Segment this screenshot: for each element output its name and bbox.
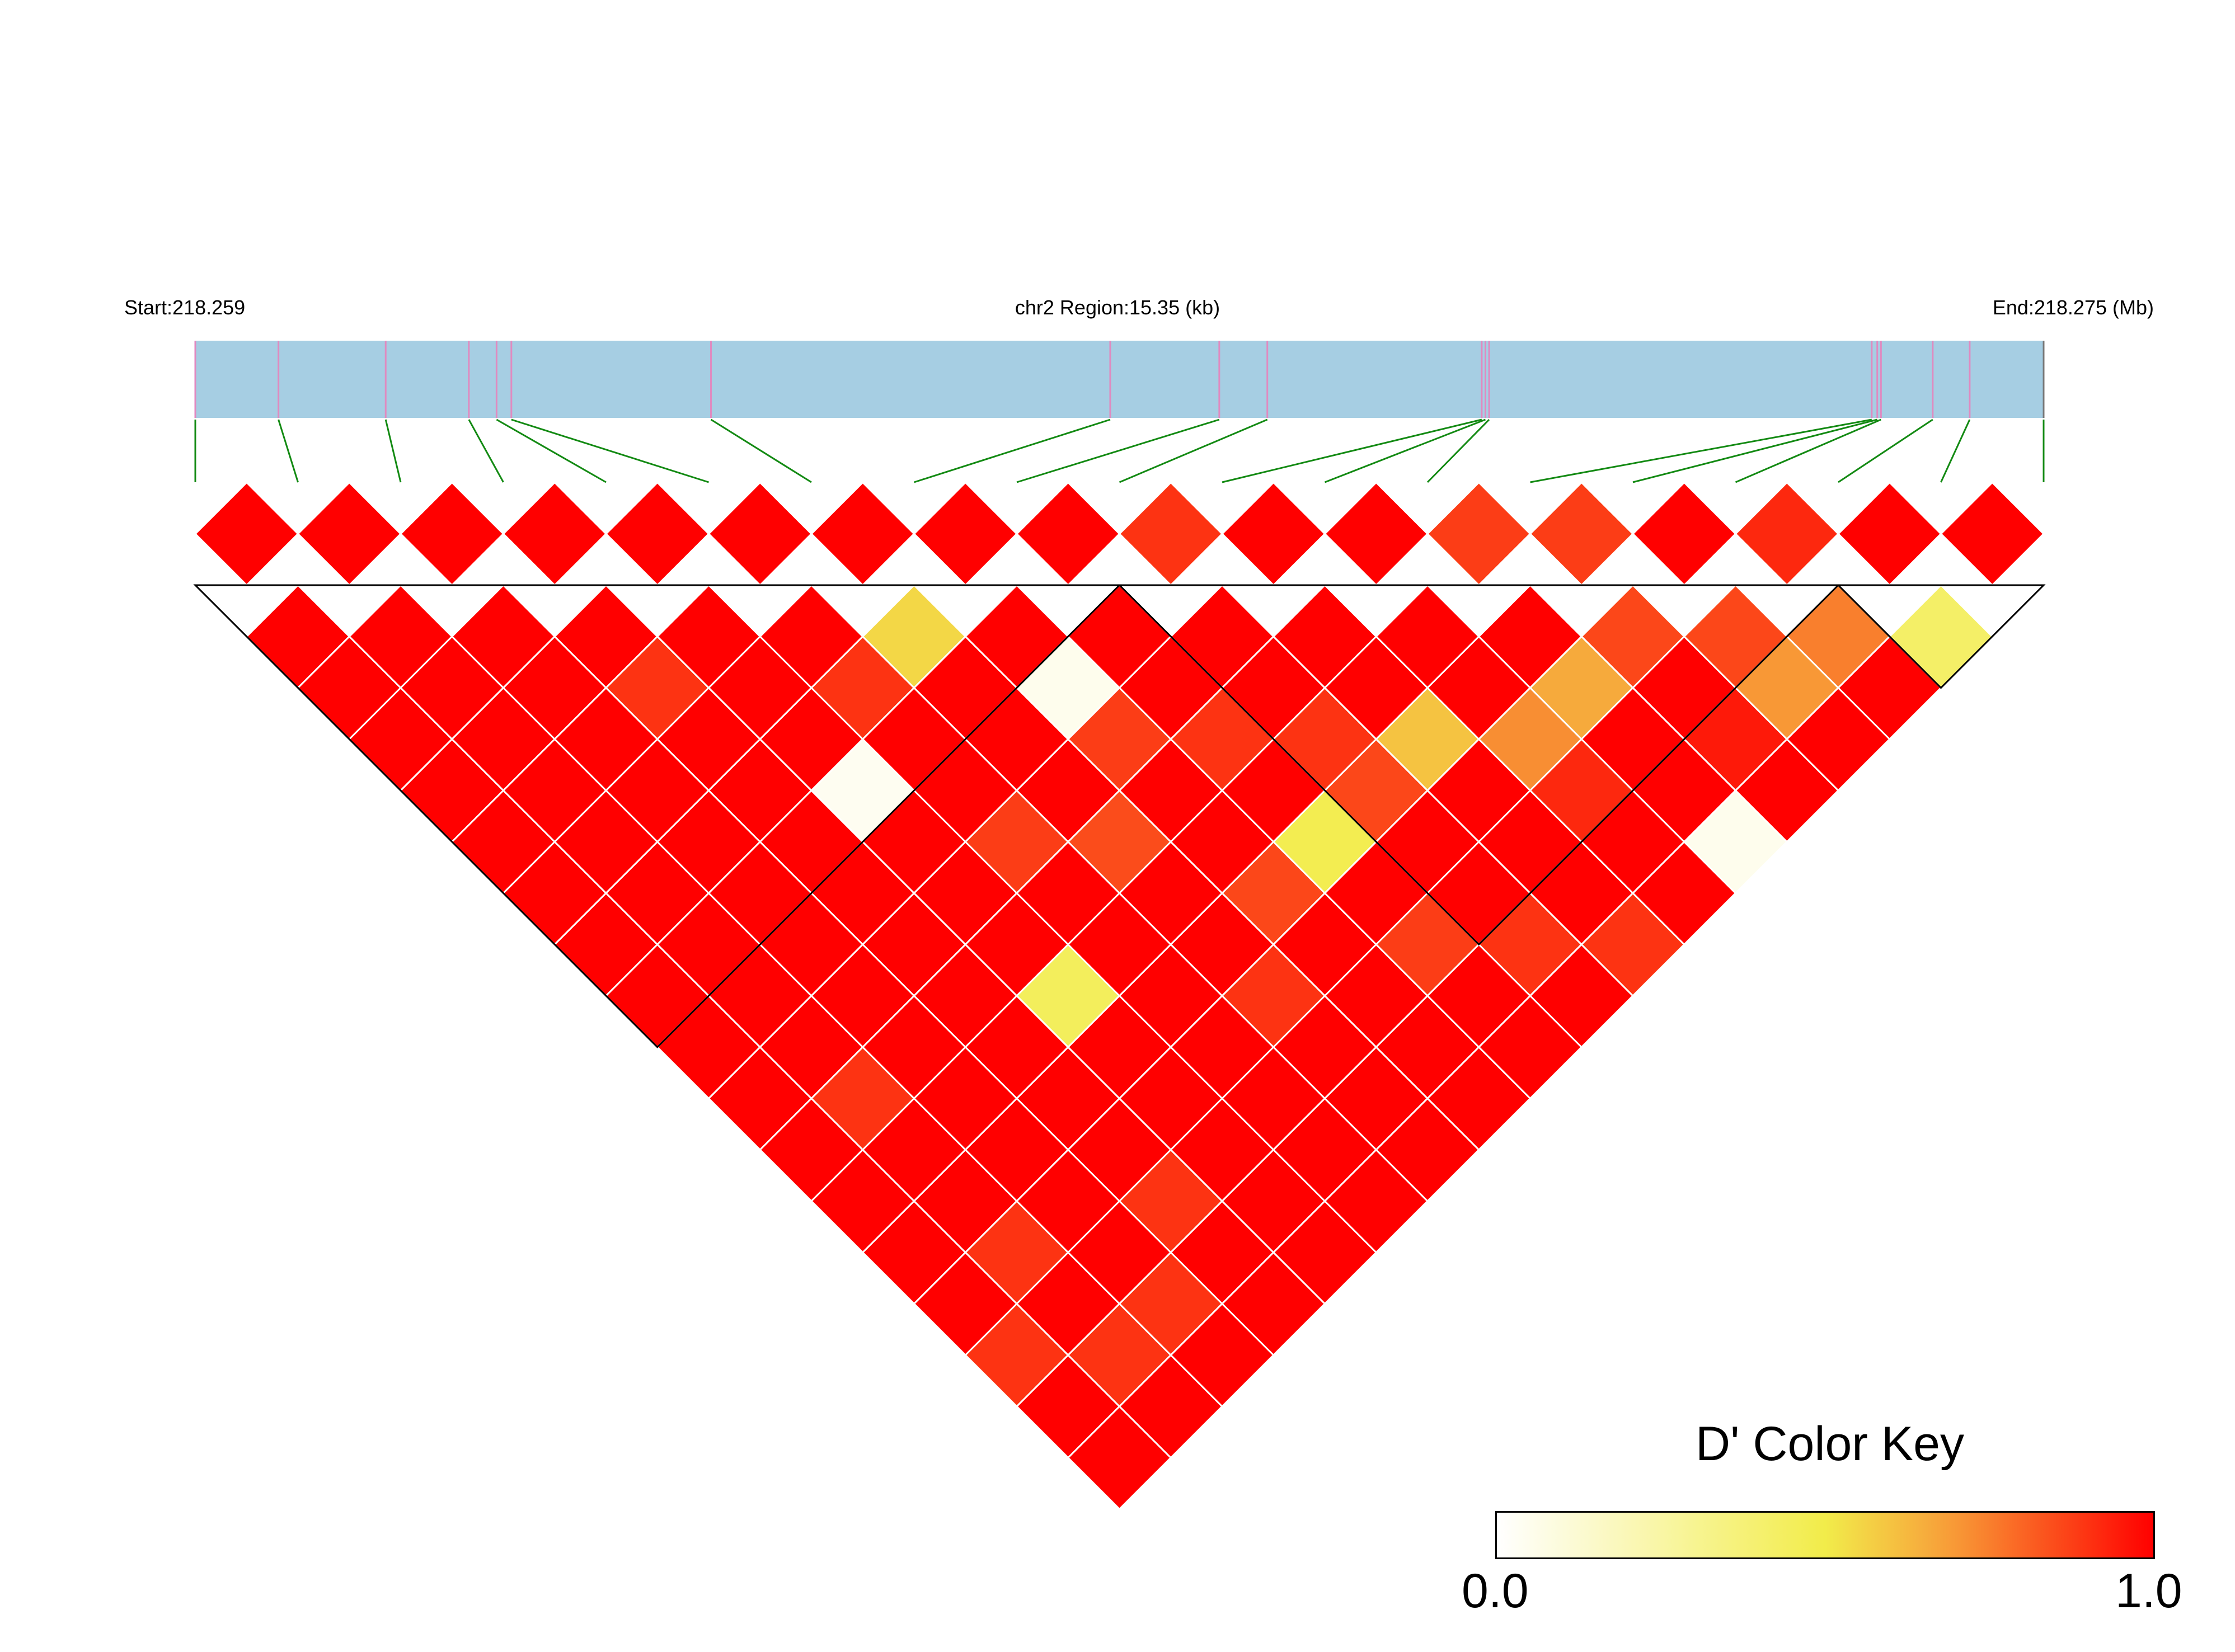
color-key-max-label: 1.0 (2115, 1564, 2182, 1618)
haplotype-block (1117, 584, 1840, 946)
color-key-title: D' Color Key (1695, 1417, 1964, 1471)
ld-cell-top (502, 481, 608, 587)
snp-connector (1426, 418, 1490, 483)
ld-cell-top (1940, 481, 2045, 587)
ld-cell-top (1529, 481, 1635, 587)
snp-connector (1016, 418, 1220, 483)
ld-cell-top (1631, 481, 1737, 587)
region-start-label: Start:218.259 (124, 296, 246, 319)
snp-connector (1119, 418, 1268, 483)
haplotype-block (1836, 584, 2046, 689)
ld-cell-top (399, 481, 505, 587)
haplotype-block-outlines (193, 584, 2046, 1048)
snp-connector (1632, 418, 1878, 483)
snp-connector (278, 419, 299, 483)
ld-cell-top (913, 481, 1018, 587)
snp-connector (1735, 418, 1881, 483)
color-key-gradient-bar (1495, 1511, 2155, 1559)
ld-cell-top (1837, 481, 1942, 587)
region-track (195, 341, 2044, 418)
ld-cell-top (810, 481, 915, 587)
snp-connector (384, 419, 402, 483)
snp-connector (1222, 418, 1482, 483)
ld-cell-top (1015, 481, 1121, 587)
ld-cell-top (194, 481, 299, 587)
color-key-min-label: 0.0 (1462, 1564, 1529, 1618)
snp-connector (511, 418, 709, 483)
snp-connector (1530, 418, 1872, 483)
snp-connector (914, 418, 1111, 483)
snp-connector-lines (194, 418, 2045, 483)
snp-connector (496, 418, 607, 483)
snp-connector (468, 419, 504, 483)
ld-cell-top (1323, 481, 1429, 587)
snp-connector (1940, 419, 1971, 483)
region-end-label: End:218.275 (Mb) (1992, 296, 2154, 319)
haplotype-block (193, 584, 1122, 1048)
ld-cell-top (297, 481, 402, 587)
snp-connector (710, 418, 812, 483)
ld-cell-top (1734, 481, 1840, 587)
ld-cell-top (604, 481, 710, 587)
snp-position-ticks (194, 341, 2045, 418)
ld-cell-top (707, 481, 813, 587)
snp-connector (1324, 418, 1486, 483)
snp-connector (1838, 418, 1933, 483)
ld-cell-top (1426, 481, 1532, 587)
ld-cell-top (1118, 481, 1224, 587)
ld-cell-top (1220, 481, 1326, 587)
ld-cells (194, 481, 2045, 1510)
region-length-label: chr2 Region:15.35 (kb) (1015, 296, 1220, 319)
